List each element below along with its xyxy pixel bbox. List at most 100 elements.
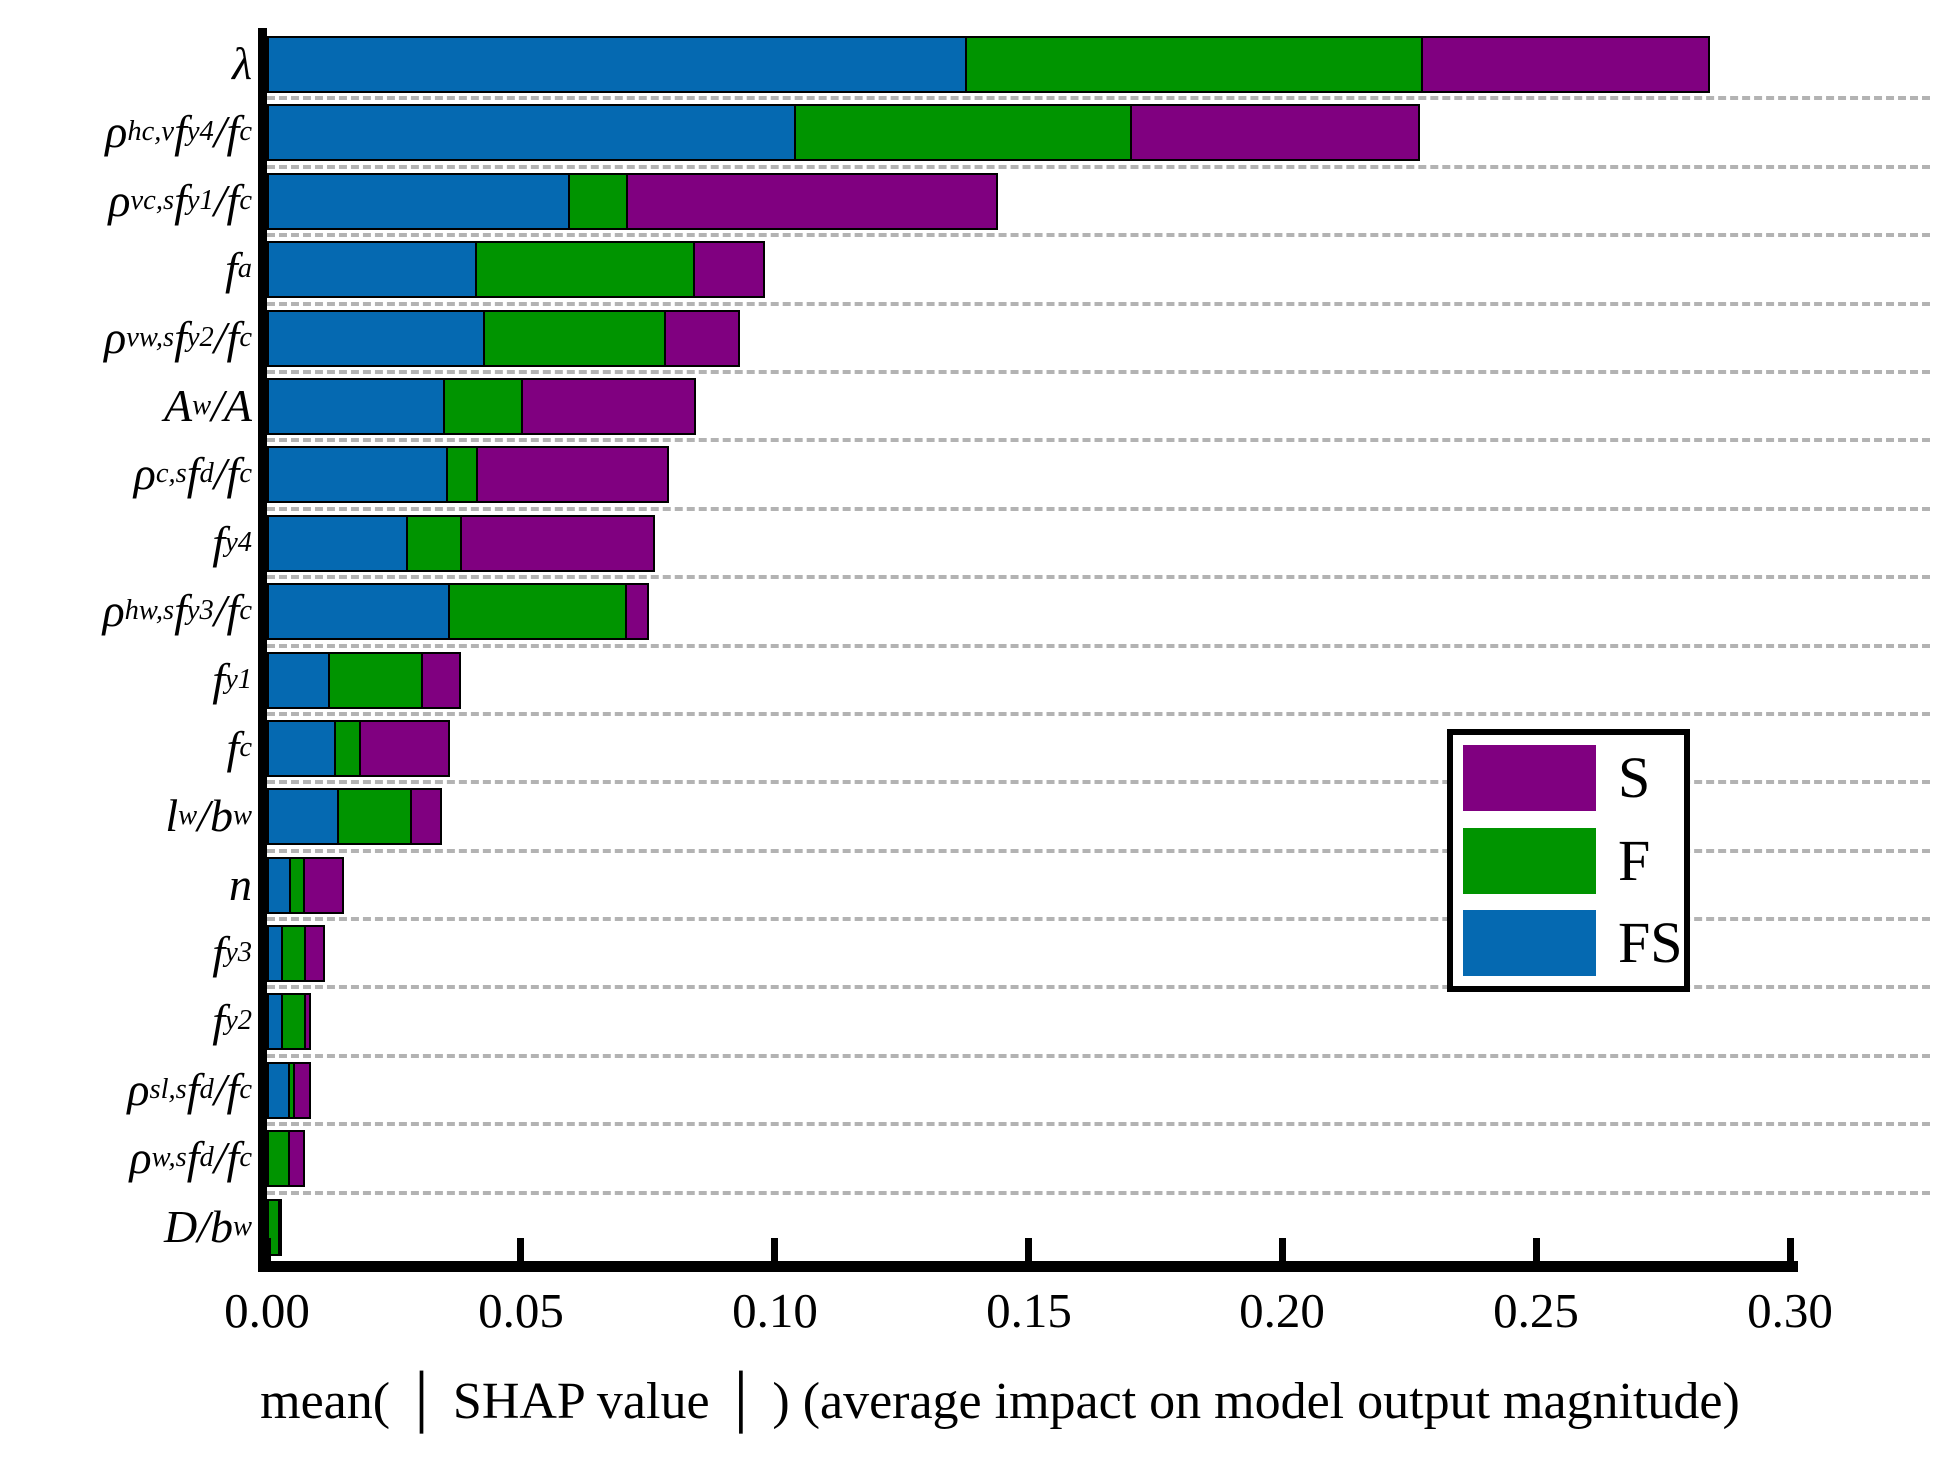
bar-segment-s xyxy=(293,1062,311,1119)
gridline xyxy=(267,165,1930,169)
gridline xyxy=(267,712,1930,716)
bar-segment-f xyxy=(446,446,478,503)
bar-row xyxy=(267,993,311,1050)
bar-segment-f xyxy=(965,36,1423,93)
bar-segment-f xyxy=(267,1130,290,1187)
gridline xyxy=(267,438,1930,442)
bar-segment-s xyxy=(304,925,325,982)
bar-segment-fs xyxy=(267,104,796,161)
y-axis-label: f y1 xyxy=(212,654,252,705)
gridline xyxy=(267,849,1930,853)
bar-segment-fs xyxy=(267,652,330,709)
bar-segment-f xyxy=(568,173,628,230)
bar-segment-s xyxy=(1130,104,1420,161)
x-axis-spine xyxy=(258,1261,1798,1272)
bar-segment-fs xyxy=(267,1062,290,1119)
gridline xyxy=(267,1122,1930,1126)
bar-segment-s xyxy=(421,652,461,709)
bar-segment-fs xyxy=(267,241,477,298)
bar-segment-f xyxy=(281,993,306,1050)
legend: S F FS xyxy=(1447,729,1690,992)
bar-segment-f xyxy=(448,583,627,640)
gridline xyxy=(267,780,1930,784)
bar-segment-f xyxy=(406,515,462,572)
x-axis-title: mean( │ SHAP value │ ) (average impact o… xyxy=(260,1373,1740,1430)
bar-segment-s xyxy=(1421,36,1710,93)
bar-segment-fs xyxy=(267,583,450,640)
y-axis-label: ρ w,s f d/f c xyxy=(129,1132,252,1183)
y-axis-label: ρ hw,s f y3/f c xyxy=(102,585,252,636)
x-axis-tick-label: 0.00 xyxy=(224,1283,310,1338)
legend-label: S xyxy=(1618,745,1651,811)
x-axis-tick xyxy=(1533,1238,1540,1261)
bar-row xyxy=(267,857,344,914)
bar-row xyxy=(267,720,450,777)
bar-segment-f xyxy=(337,788,412,845)
gridline xyxy=(267,507,1930,511)
y-axis-label: f y4 xyxy=(212,517,252,568)
bar-segment-fs xyxy=(267,788,339,845)
bar-row xyxy=(267,1130,305,1187)
x-axis-tick-label: 0.05 xyxy=(478,1283,564,1338)
legend-entry: F xyxy=(1463,822,1684,900)
gridline xyxy=(267,302,1930,306)
y-axis-label: ρ hc,v f y4/f c xyxy=(105,106,252,157)
bar-segment-s xyxy=(288,1130,305,1187)
gridline xyxy=(267,1054,1930,1058)
bar-segment-s xyxy=(410,788,442,845)
bar-segment-s xyxy=(303,857,344,914)
bar-segment-fs xyxy=(267,446,448,503)
bar-segment-f xyxy=(475,241,695,298)
bar-segment-s xyxy=(304,993,311,1050)
legend-entry: S xyxy=(1463,739,1684,817)
bar-row xyxy=(267,583,649,640)
y-axis-label: ρ sl,s f d/f c xyxy=(127,1064,252,1115)
x-axis-tick xyxy=(517,1238,524,1261)
bar-row xyxy=(267,104,1420,161)
bar-segment-fs xyxy=(267,36,967,93)
bar-segment-s xyxy=(664,310,740,367)
bar-segment-f xyxy=(794,104,1132,161)
bar-segment-fs xyxy=(267,857,291,914)
y-axis-label: l w/b w xyxy=(165,790,252,841)
y-axis-spine xyxy=(258,28,267,1271)
bar-segment-f xyxy=(334,720,361,777)
gridline xyxy=(267,917,1930,921)
x-axis-tick xyxy=(1279,1238,1286,1261)
bar-row xyxy=(267,1062,311,1119)
gridline xyxy=(267,233,1930,237)
bar-segment-fs xyxy=(267,310,485,367)
bar-row xyxy=(267,378,696,435)
bar-segment-fs xyxy=(267,720,336,777)
bar-segment-fs xyxy=(267,378,445,435)
x-axis-tick-label: 0.15 xyxy=(986,1283,1072,1338)
bar-segment-s xyxy=(359,720,450,777)
legend-entry: FS xyxy=(1463,904,1684,982)
bar-row xyxy=(267,925,325,982)
bar-row xyxy=(267,36,1710,93)
bar-segment-f xyxy=(483,310,666,367)
x-axis-tick xyxy=(264,1238,271,1261)
bar-row xyxy=(267,173,998,230)
bar-segment-s xyxy=(521,378,696,435)
bar-segment-s xyxy=(626,173,998,230)
gridline xyxy=(267,985,1930,989)
gridline xyxy=(267,575,1930,579)
x-axis-tick-label: 0.25 xyxy=(1493,1283,1579,1338)
y-axis-label: D/b w xyxy=(163,1201,252,1252)
bar-segment-s xyxy=(693,241,765,298)
gridline xyxy=(267,1191,1930,1195)
x-axis-tick xyxy=(1025,1238,1032,1261)
gridline xyxy=(267,644,1930,648)
legend-label: FS xyxy=(1618,909,1683,975)
y-axis-label: ρ vw,s f y2/f c xyxy=(104,312,252,363)
bar-row xyxy=(267,652,461,709)
bar-row xyxy=(267,515,655,572)
x-axis-tick xyxy=(771,1238,778,1261)
legend-swatch-fs xyxy=(1463,909,1596,976)
